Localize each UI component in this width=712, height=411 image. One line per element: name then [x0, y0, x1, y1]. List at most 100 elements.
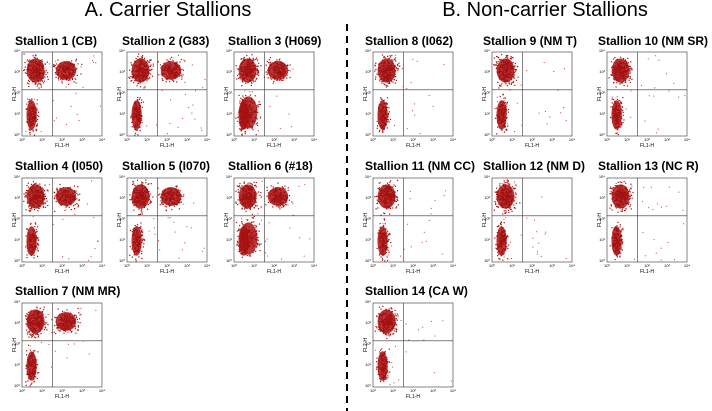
cell-dot [74, 190, 75, 191]
cell-dot [270, 202, 271, 203]
cell-dot [138, 214, 139, 215]
cell-dot [140, 61, 141, 62]
x-tick-label: 10⁰ [124, 137, 130, 142]
cell-dot [253, 58, 254, 59]
cell-dot [63, 65, 64, 66]
cell-dot [255, 65, 256, 66]
cell-dot [176, 65, 177, 66]
cell-dot [161, 74, 162, 75]
cell-dot [54, 211, 55, 212]
cell-dot [168, 61, 169, 62]
cell-dot [31, 337, 32, 338]
cell-dot [31, 62, 32, 63]
cell-dot [242, 128, 243, 129]
cell-dot [38, 250, 39, 251]
cell-dot [286, 77, 287, 78]
cell-dot [278, 76, 279, 77]
cell-dot [164, 63, 165, 64]
cell-dot [162, 203, 163, 204]
cell-dot [135, 188, 136, 189]
cell-dot [248, 200, 249, 201]
cell-dot [160, 64, 161, 65]
cell-dot [79, 199, 80, 200]
cell-dot [162, 67, 163, 68]
cell-dot [137, 117, 138, 118]
cell-dot [37, 244, 38, 245]
cell-dot [240, 253, 241, 254]
cell-dot [32, 243, 33, 244]
cell-dot [28, 206, 29, 207]
cell-dot [240, 238, 241, 239]
cell-dot [33, 131, 34, 132]
cell-dot [270, 62, 271, 63]
cell-dot [36, 318, 37, 319]
cell-dot [251, 128, 252, 129]
cell-dot [255, 68, 256, 69]
cell-dot [169, 192, 170, 193]
cell-dot [53, 66, 54, 67]
cell-dot [177, 200, 178, 201]
cell-dot [29, 320, 30, 321]
cell-dot [33, 257, 34, 258]
cell-dot [158, 61, 159, 62]
cell-dot [241, 208, 242, 209]
cell-dot [240, 202, 241, 203]
cell-dot [56, 201, 57, 202]
y-tick-label: 10¹ [119, 237, 125, 242]
cell-dot [73, 321, 74, 322]
cell-dot [31, 244, 32, 245]
cell-dot [249, 116, 250, 117]
cell-dot [175, 68, 176, 69]
cell-dot [246, 229, 247, 230]
cell-dot [141, 69, 142, 70]
cell-dot [30, 224, 31, 225]
cell-dot [164, 67, 165, 68]
cell-dot [253, 66, 254, 67]
cell-dot [42, 323, 43, 324]
cell-dot [148, 183, 149, 184]
cell-dot [32, 317, 33, 318]
cell-dot [137, 180, 138, 181]
cell-dot [28, 369, 29, 370]
cell-dot [58, 70, 59, 71]
cell-dot [280, 74, 281, 75]
cell-dot [38, 321, 39, 322]
cell-dot [244, 232, 245, 233]
cell-dot [46, 322, 47, 323]
cell-dot [238, 112, 239, 113]
cell-dot [269, 64, 270, 65]
cell-dot [244, 244, 245, 245]
cell-dot [136, 250, 137, 251]
cell-dot [130, 76, 131, 77]
x-tick-label: 10⁴ [311, 137, 317, 142]
cell-dot [62, 67, 63, 68]
cell-dot [31, 60, 32, 61]
cell-dot [29, 132, 30, 133]
cell-dot [76, 317, 77, 318]
cell-dot [237, 242, 238, 243]
cell-dot [27, 119, 28, 120]
cell-dot [33, 350, 34, 351]
cell-dot [39, 183, 40, 184]
cell-dot [32, 367, 33, 368]
cell-dot [60, 323, 61, 324]
cell-dot [257, 112, 258, 113]
cell-dot [246, 107, 247, 108]
cell-dot [138, 73, 139, 74]
cell-dot [40, 333, 41, 334]
cell-dot [242, 253, 243, 254]
cell-dot [36, 121, 37, 122]
cell-dot [77, 186, 78, 187]
cell-dot [291, 126, 292, 127]
cell-dot [166, 81, 167, 82]
cell-dot [134, 61, 135, 62]
cell-dot [245, 71, 246, 72]
cell-dot [274, 75, 275, 76]
cell-dot [134, 135, 135, 136]
cell-dot [63, 326, 64, 327]
cell-dot [39, 204, 40, 205]
cell-dot [140, 228, 141, 229]
cell-dot [167, 203, 168, 204]
cell-dot [38, 206, 39, 207]
cell-dot [33, 69, 34, 70]
